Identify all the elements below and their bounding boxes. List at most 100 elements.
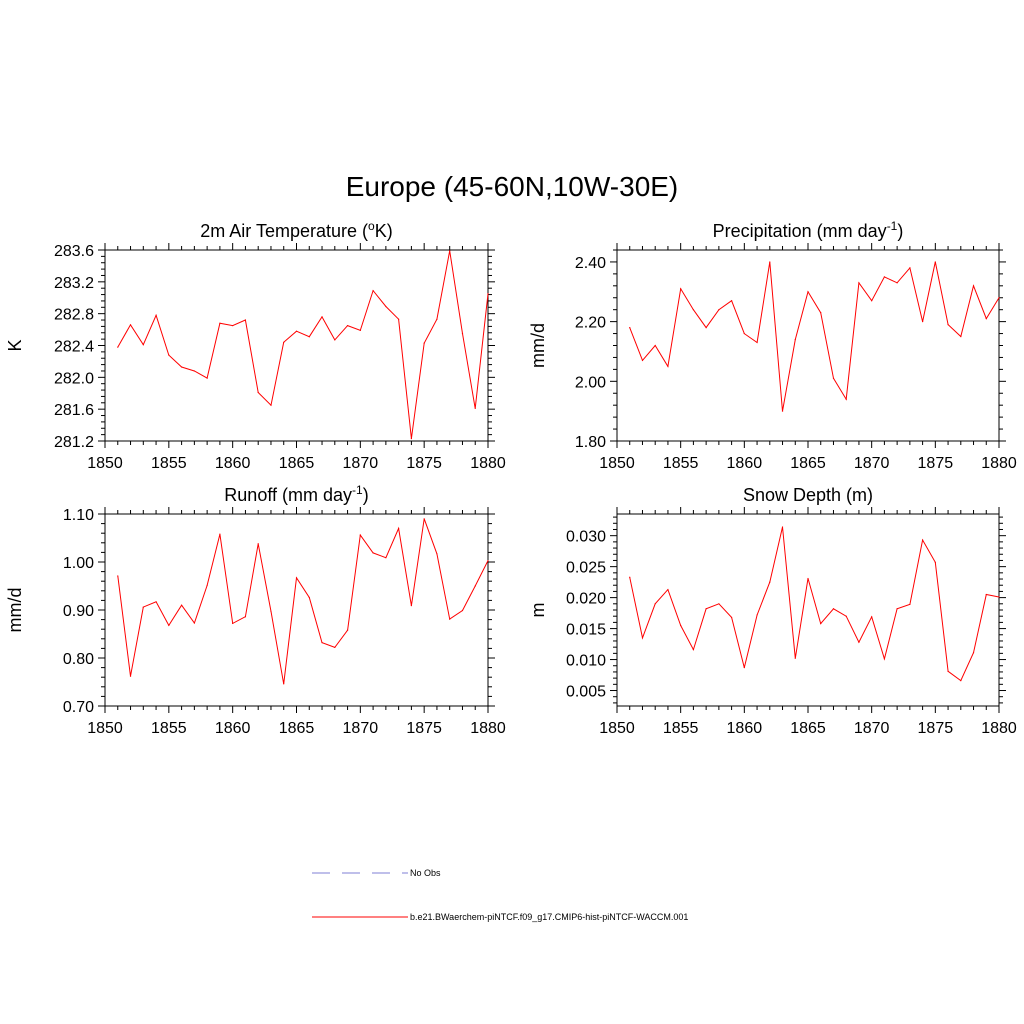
data-point (641, 637, 644, 639)
data-point (871, 300, 873, 302)
data-point (794, 338, 796, 341)
panel-title: Snow Depth (m) (743, 485, 873, 505)
y-tick-label: 283.6 (54, 243, 94, 260)
y-tick-label: 0.90 (63, 603, 94, 620)
y-tick-label: 281.2 (54, 434, 94, 451)
y-tick-label: 2.00 (575, 374, 606, 391)
data-point (972, 285, 975, 287)
data-point (193, 622, 195, 624)
data-point (960, 335, 962, 338)
x-tick-label: 1855 (663, 455, 699, 472)
data-point (896, 282, 898, 284)
series-line-1 (629, 261, 1000, 412)
y-tick-label: 1.00 (63, 555, 94, 572)
data-point (372, 552, 374, 554)
data-point (295, 330, 298, 332)
plot-frame (104, 513, 489, 707)
data-point (461, 332, 464, 335)
y-axis-label: mm/d (528, 323, 548, 368)
y-axis-label: K (5, 339, 25, 351)
chart-panel-4: Snow Depth (m) 1850 1855 1860 1865 1870 1875 18… (528, 485, 1017, 737)
y-tick-label: 0.70 (63, 699, 94, 716)
x-tick-label: 1865 (279, 720, 315, 737)
data-point (257, 543, 259, 545)
data-point (731, 300, 733, 302)
data-point (308, 596, 310, 599)
y-tick-label: 0.005 (566, 684, 606, 701)
data-point (743, 332, 745, 335)
chart-panel-2: Precipitation (mm day-1) 1850 1855 1860 1865… (528, 219, 1017, 472)
chart-panel-3: Runoff (mm day-1) 1850 1855 1860 1865 1870 187… (5, 483, 506, 737)
data-point (769, 581, 771, 583)
data-point (756, 341, 758, 344)
y-tick-label: 1.80 (575, 434, 606, 451)
data-point (487, 293, 489, 295)
x-tick-label: 1860 (215, 455, 251, 472)
data-point (807, 577, 809, 580)
x-tick-label: 1865 (790, 455, 826, 472)
data-point (896, 608, 898, 610)
x-tick-label: 1850 (87, 720, 123, 737)
x-tick-label: 1850 (599, 455, 635, 472)
data-point (423, 342, 425, 344)
panel-title: Runoff (mm day-1) (224, 483, 368, 505)
data-point (334, 646, 336, 649)
data-point (257, 391, 259, 394)
plot-frame (616, 249, 1000, 442)
data-point (449, 618, 451, 620)
plot-frame (616, 513, 1000, 707)
data-point (960, 680, 962, 682)
data-point (680, 624, 682, 627)
data-point (308, 336, 310, 338)
x-tick-label: 1875 (406, 720, 442, 737)
data-point (845, 615, 847, 617)
data-point (922, 321, 924, 323)
data-point (883, 276, 886, 278)
data-point (947, 324, 949, 326)
series-line-1 (117, 518, 489, 684)
data-point (629, 326, 631, 329)
data-point (321, 316, 323, 318)
y-tick-label: 281.6 (54, 402, 94, 419)
data-point (743, 667, 745, 669)
data-point (692, 649, 695, 651)
data-point (667, 588, 669, 591)
legend: No Obs b.e21.BWaerchem-piNTCF.f09_g17.CM… (312, 868, 688, 922)
data-point (985, 593, 987, 596)
data-point (641, 359, 644, 362)
data-point (487, 559, 489, 562)
data-point (794, 657, 796, 659)
data-point (832, 377, 835, 379)
legend-label-no-obs: No Obs (410, 868, 441, 878)
x-tick-label: 1870 (854, 720, 890, 737)
x-tick-label: 1855 (151, 455, 187, 472)
data-point (346, 325, 349, 327)
panels-group: 2m Air Temperature (oK) 1850 1855 1860 1865 1… (5, 219, 1017, 737)
data-point (998, 297, 1000, 299)
panel-title: Precipitation (mm day-1) (713, 219, 904, 241)
data-point (654, 344, 656, 347)
series-line-1 (629, 526, 1000, 682)
y-tick-label: 0.025 (566, 560, 606, 577)
data-point (667, 365, 669, 367)
data-point (232, 622, 234, 625)
data-point (769, 261, 771, 263)
data-point (436, 553, 438, 555)
data-point (168, 624, 170, 626)
data-point (756, 614, 758, 616)
data-point (998, 596, 1000, 598)
figure-title: Europe (45-60N,10W-30E) (346, 171, 679, 202)
y-axis-label: mm/d (5, 588, 25, 633)
x-tick-label: 1870 (343, 720, 379, 737)
data-point (334, 339, 336, 341)
data-point (410, 605, 412, 607)
data-point (346, 629, 349, 631)
data-point (142, 344, 144, 346)
y-tick-label: 2.40 (575, 255, 606, 272)
x-tick-label: 1875 (918, 720, 954, 737)
series-line-1 (117, 250, 489, 439)
x-tick-label: 1855 (663, 720, 699, 737)
data-point (117, 575, 119, 577)
data-point (705, 608, 707, 610)
data-point (270, 610, 272, 613)
